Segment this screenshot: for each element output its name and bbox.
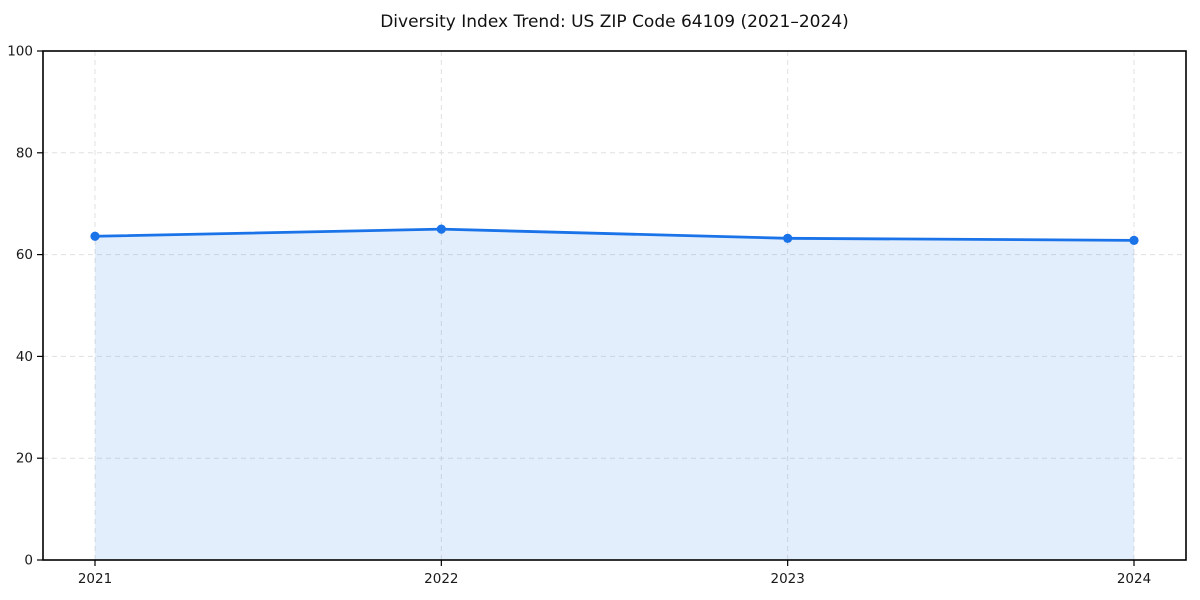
y-tick-label-40: 40 bbox=[16, 349, 33, 365]
y-tick-label-20: 20 bbox=[16, 451, 33, 467]
x-tick-label-2022: 2022 bbox=[424, 571, 458, 587]
plot-spines bbox=[42, 50, 1187, 561]
y-tick-label-60: 60 bbox=[16, 247, 33, 263]
y-tick-label-80: 80 bbox=[16, 145, 33, 161]
data-point-2023 bbox=[783, 233, 793, 243]
y-tick-label-0: 0 bbox=[24, 553, 33, 569]
data-point-2022 bbox=[436, 224, 446, 234]
data-point-2021 bbox=[90, 231, 100, 241]
x-tick-label-2023: 2023 bbox=[770, 571, 804, 587]
area-fill bbox=[95, 229, 1134, 560]
x-tick-label-2024: 2024 bbox=[1117, 571, 1151, 587]
x-tick-label-2021: 2021 bbox=[78, 571, 112, 587]
y-tick-label-100: 100 bbox=[7, 44, 33, 60]
data-point-2024 bbox=[1129, 235, 1139, 245]
chart-title: Diversity Index Trend: US ZIP Code 64109… bbox=[380, 12, 849, 32]
data-line bbox=[93, 227, 1136, 242]
